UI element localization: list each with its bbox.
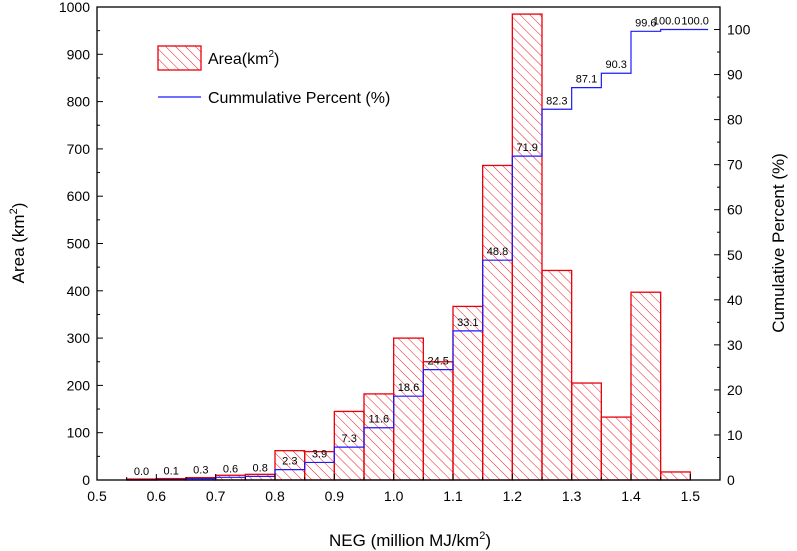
bar bbox=[422, 361, 454, 481]
x-tick-label: 0.7 bbox=[206, 488, 226, 504]
cumulative-label: 2.3 bbox=[282, 456, 297, 468]
y-axis-right: 0 10 20 30 40 50 60 70 80 90 100 bbox=[714, 6, 751, 488]
x-tick-label: 0.5 bbox=[87, 488, 107, 504]
y-tick-label: 0 bbox=[82, 472, 90, 488]
cumulative-label: 0.6 bbox=[223, 463, 238, 475]
y-axis-left: 0 100 200 300 400 500 600 700 800 900 1000 bbox=[59, 0, 103, 488]
y2-tick-label: 80 bbox=[727, 112, 743, 128]
cumulative-label: 7.3 bbox=[342, 433, 357, 445]
y2-tick-label: 50 bbox=[727, 247, 743, 263]
cumulative-label: 11.6 bbox=[369, 414, 390, 426]
x-axis-title: NEG (million MJ/km2) bbox=[329, 530, 491, 550]
cumulative-step-line bbox=[126, 28, 709, 481]
cumulative-line bbox=[126, 28, 709, 481]
bar bbox=[244, 473, 276, 481]
y2-tick-label: 30 bbox=[727, 337, 743, 353]
bar bbox=[600, 416, 632, 481]
y-tick-label: 600 bbox=[67, 188, 91, 204]
x-tick-label: 1.4 bbox=[621, 488, 641, 504]
y-tick-label: 100 bbox=[67, 425, 91, 441]
y2-axis-title: Cumulative Percent (%) bbox=[769, 153, 788, 333]
cumulative-label: 18.6 bbox=[398, 382, 419, 394]
y-tick-label: 300 bbox=[67, 330, 91, 346]
x-axis: 0.5 0.6 0.7 0.8 0.9 1.0 1.1 1.2 1.3 1.4 1.5 bbox=[87, 474, 700, 504]
y-tick-label: 200 bbox=[67, 377, 91, 393]
y2-tick-label: 0 bbox=[727, 472, 735, 488]
y2-tick-label: 70 bbox=[727, 157, 743, 173]
bar bbox=[541, 269, 573, 481]
legend-swatch-area bbox=[157, 45, 202, 71]
x-tick-label: 1.1 bbox=[443, 488, 463, 504]
y-tick-label: 700 bbox=[67, 141, 91, 157]
cumulative-label: 3.9 bbox=[312, 448, 327, 460]
cumulative-label: 82.3 bbox=[546, 95, 567, 107]
x-tick-label: 1.5 bbox=[681, 488, 701, 504]
cumulative-label: 0.0 bbox=[134, 466, 149, 478]
y2-tick-label: 90 bbox=[727, 67, 743, 83]
y2-tick-label: 60 bbox=[727, 202, 743, 218]
legend-label-cumulative: Cummulative Percent (%) bbox=[208, 90, 390, 107]
cumulative-labels: 0.0 0.1 0.3 0.6 0.8 2.3 3.9 7.3 11.6 18.6 24.5 33.1… bbox=[134, 16, 709, 478]
cumulative-label: 33.1 bbox=[457, 317, 478, 329]
bar bbox=[482, 164, 513, 481]
y2-tick-label: 100 bbox=[727, 22, 751, 38]
cumulative-label: 0.3 bbox=[193, 465, 208, 477]
cumulative-label: 24.5 bbox=[427, 356, 448, 368]
bar bbox=[393, 337, 424, 481]
cumulative-label: 99.6 bbox=[635, 17, 656, 29]
cumulative-label: 100.0 bbox=[681, 16, 709, 28]
bar bbox=[452, 305, 484, 481]
legend-label-area: Area(km2) bbox=[208, 49, 279, 68]
x-tick-label: 0.8 bbox=[265, 488, 285, 504]
cumulative-label: 90.3 bbox=[605, 59, 626, 71]
x-tick-label: 1.0 bbox=[384, 488, 404, 504]
cumulative-label: 87.1 bbox=[576, 74, 597, 86]
bar bbox=[660, 471, 691, 481]
y-tick-label: 900 bbox=[67, 46, 91, 62]
y-tick-label: 400 bbox=[67, 283, 91, 299]
bar bbox=[571, 382, 602, 481]
cumulative-label: 48.8 bbox=[487, 246, 508, 258]
histogram-bars bbox=[126, 13, 691, 481]
bar bbox=[630, 291, 662, 481]
x-tick-label: 1.2 bbox=[503, 488, 523, 504]
x-tick-label: 1.3 bbox=[562, 488, 582, 504]
bar bbox=[304, 450, 335, 481]
cumulative-label: 100.0 bbox=[653, 16, 681, 28]
y-axis-title: Area (km2) bbox=[8, 203, 28, 284]
cumulative-label: 0.1 bbox=[164, 466, 179, 478]
x-tick-label: 0.6 bbox=[147, 488, 167, 504]
y2-tick-label: 10 bbox=[727, 427, 743, 443]
cumulative-label: 71.9 bbox=[516, 142, 537, 154]
bar bbox=[363, 393, 395, 481]
bar bbox=[511, 13, 543, 481]
y-tick-label: 1000 bbox=[59, 0, 90, 15]
cumulative-label: 0.8 bbox=[253, 462, 268, 474]
y-tick-label: 500 bbox=[67, 236, 91, 252]
bar bbox=[333, 410, 365, 481]
y-tick-label: 800 bbox=[67, 94, 91, 110]
x-tick-label: 0.9 bbox=[325, 488, 345, 504]
legend: Area(km2) Cummulative Percent (%) bbox=[157, 45, 390, 107]
y2-tick-label: 40 bbox=[727, 292, 743, 308]
y2-tick-label: 20 bbox=[727, 382, 743, 398]
